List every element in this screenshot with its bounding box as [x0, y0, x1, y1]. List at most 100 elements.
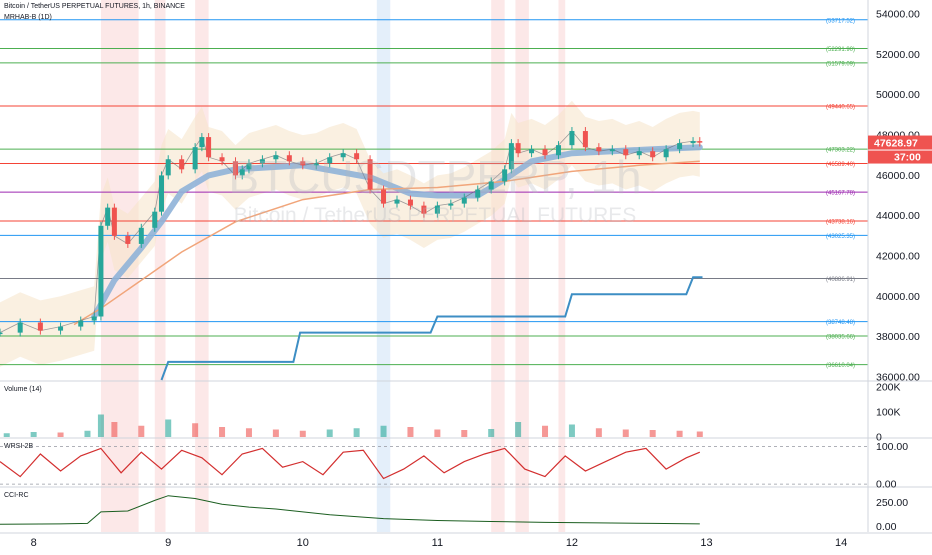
price-axis-tick: 44000.00: [876, 210, 920, 222]
price-candle: [206, 137, 212, 158]
price-candle: [609, 149, 615, 152]
price-candle: [354, 153, 360, 160]
price-candle: [596, 147, 602, 152]
session-highlight: [154, 0, 166, 532]
price-candle: [152, 211, 158, 228]
time-axis-tick: 9: [165, 537, 171, 549]
price-candle: [246, 163, 252, 170]
indicator-legend: MRHAB-B (1D): [4, 14, 52, 21]
price-candle: [421, 205, 427, 214]
price-candle: [677, 143, 683, 150]
price-candle: [569, 131, 575, 146]
price-axis-tick: 54000.00: [876, 9, 920, 21]
time-axis-tick: 11: [432, 537, 443, 549]
cci-axis-tick: 0.00: [876, 521, 897, 533]
price-candle: [636, 151, 642, 156]
level-label: (36610.04): [826, 363, 855, 369]
volume-bar: [111, 422, 118, 437]
price-candle: [78, 320, 84, 327]
price-candle: [91, 316, 97, 321]
volume-axis-tick: 200K: [876, 382, 901, 394]
step-line: [160, 276, 703, 381]
price-candle: [165, 159, 171, 176]
volume-axis-tick: 100K: [876, 407, 901, 419]
price-candle: [98, 225, 104, 317]
price-axis-tick: 52000.00: [876, 49, 920, 61]
price-candle: [515, 143, 521, 154]
wrsi-line: [0, 447, 701, 480]
level-label: (52291.90): [826, 47, 855, 53]
volume-bar: [542, 425, 549, 437]
volume-bar: [299, 430, 306, 437]
price-axis-tick: 36000.00: [876, 371, 920, 383]
price-candle: [37, 322, 43, 331]
price-candle: [663, 149, 669, 158]
price-candle: [179, 159, 185, 170]
price-candle: [192, 147, 198, 170]
volume-bar: [380, 425, 387, 437]
time-axis-tick: 12: [566, 537, 578, 549]
price-candle: [313, 163, 319, 166]
price-candle: [138, 227, 144, 244]
price-candle: [259, 159, 265, 164]
level-label: (43738.16): [826, 219, 855, 225]
price-axis-tick: 42000.00: [876, 251, 920, 263]
volume-bar: [515, 422, 522, 437]
volume-bar: [192, 423, 199, 437]
price-candle: [58, 326, 64, 331]
level-label: (38748.48): [826, 320, 855, 326]
volume-pane-title: Volume (14): [4, 386, 42, 393]
price-candle: [105, 207, 111, 226]
price-candle: [555, 145, 561, 156]
price-candle: [488, 181, 494, 190]
session-highlight: [558, 0, 566, 532]
price-candle: [111, 207, 117, 236]
price-axis-tick: 50000.00: [876, 89, 920, 101]
volume-bar: [461, 430, 468, 437]
session-highlight: [195, 0, 209, 532]
volume-bar: [488, 429, 495, 437]
price-candle: [273, 155, 279, 160]
volume-bar: [272, 429, 279, 437]
ma-slow-line: [73, 160, 700, 326]
price-candle: [434, 205, 440, 214]
price-candle: [219, 157, 225, 162]
session-highlight: [515, 0, 529, 532]
session-highlight: [491, 0, 505, 532]
volume-bar: [57, 432, 64, 437]
level-label: (47303.22): [826, 148, 855, 154]
level-label: (43025.35): [826, 234, 855, 240]
watermark-ticker: BTCUSDTPERP, 1h: [228, 151, 641, 203]
price-candle: [448, 203, 454, 206]
time-axis-tick: 8: [31, 537, 37, 549]
price-candle: [17, 322, 23, 333]
price-candle: [502, 169, 508, 182]
volume-bar: [407, 427, 414, 437]
price-axis-tick: 40000.00: [876, 291, 920, 303]
volume-bar: [326, 429, 333, 437]
volume-bar: [97, 414, 104, 437]
volume-axis-tick: 0: [876, 432, 882, 444]
price-candle: [158, 175, 164, 212]
volume-bar: [353, 428, 360, 437]
wrsi-axis-tick: 100.00: [876, 441, 908, 453]
volume-bar: [3, 433, 10, 437]
volume-bar: [219, 427, 226, 437]
price-candle: [381, 189, 387, 204]
price-candle: [0, 332, 3, 335]
time-axis-tick: 14: [835, 537, 847, 549]
price-candle: [233, 161, 239, 176]
price-candle: [239, 169, 245, 176]
volume-bar: [622, 429, 629, 437]
volume-bar: [696, 431, 703, 437]
countdown-label: 37:00: [894, 152, 921, 164]
price-candle: [697, 141, 703, 143]
price-candle: [367, 159, 373, 190]
price-candle: [340, 153, 346, 158]
price-candle: [327, 157, 333, 164]
level-label: (38035.66): [826, 334, 855, 340]
price-candle: [475, 189, 481, 198]
price-candle: [650, 151, 656, 158]
level-label: (53717.52): [826, 18, 855, 24]
